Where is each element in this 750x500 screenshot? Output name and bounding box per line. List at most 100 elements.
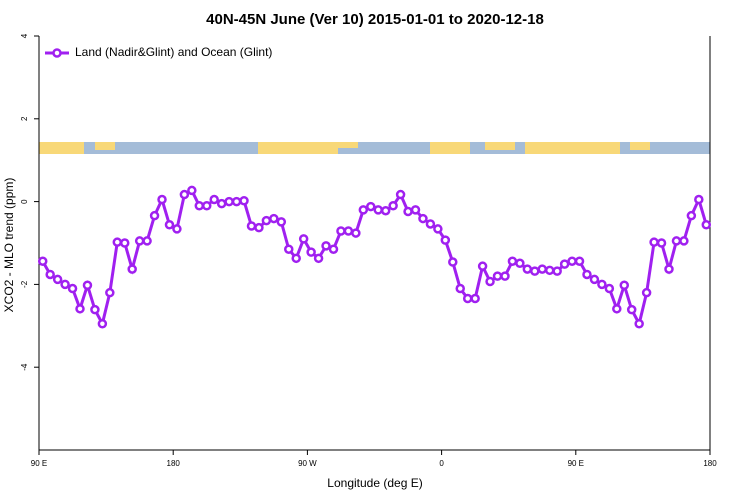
point xyxy=(462,293,473,304)
chart-title: 40N-45N June (Ver 10) 2015-01-01 to 2020… xyxy=(206,11,544,28)
point xyxy=(448,257,458,267)
point xyxy=(403,206,413,217)
point xyxy=(664,264,674,274)
point xyxy=(597,279,607,290)
point xyxy=(455,283,465,294)
point xyxy=(351,228,361,238)
point xyxy=(209,194,219,205)
point xyxy=(634,318,644,329)
point xyxy=(276,217,287,227)
point xyxy=(395,189,406,200)
y-tick-label: 0 xyxy=(20,199,29,204)
point xyxy=(127,264,137,274)
point xyxy=(388,200,398,211)
point xyxy=(119,238,130,248)
point xyxy=(500,271,510,281)
point xyxy=(492,271,503,281)
point xyxy=(261,215,272,226)
point xyxy=(172,224,182,234)
point xyxy=(649,237,659,247)
point xyxy=(187,185,197,196)
point xyxy=(686,210,697,221)
x-axis-label: Longitude (deg E) xyxy=(327,476,422,490)
y-tick-label: -2 xyxy=(20,280,29,288)
point xyxy=(179,189,190,200)
point xyxy=(157,194,167,205)
point xyxy=(105,287,115,298)
point xyxy=(418,213,428,224)
point xyxy=(90,304,100,315)
point xyxy=(656,238,667,248)
point xyxy=(433,224,443,234)
point xyxy=(470,293,480,304)
point xyxy=(284,244,294,254)
point xyxy=(291,253,301,264)
point xyxy=(97,318,108,329)
point xyxy=(306,247,316,257)
point xyxy=(559,259,570,269)
point xyxy=(574,256,585,266)
point xyxy=(45,269,55,280)
point xyxy=(425,219,436,229)
point xyxy=(373,205,383,215)
point xyxy=(477,261,488,271)
point xyxy=(231,196,242,207)
point xyxy=(567,256,577,266)
point xyxy=(552,266,562,276)
land-ocean-strip xyxy=(39,142,710,154)
point xyxy=(134,236,145,246)
point xyxy=(671,236,682,246)
point xyxy=(679,236,689,246)
point xyxy=(380,205,391,216)
point xyxy=(239,196,249,206)
point xyxy=(75,304,85,314)
x-tick-label: 180 xyxy=(167,459,181,468)
point xyxy=(246,221,257,231)
point xyxy=(701,220,712,230)
point xyxy=(515,258,525,269)
point xyxy=(612,304,622,314)
y-tick-label: 2 xyxy=(20,116,29,121)
point xyxy=(149,210,160,221)
y-tick-label: 4 xyxy=(20,33,29,38)
x-tick-label: 90 W xyxy=(298,459,317,468)
point xyxy=(619,280,630,290)
point xyxy=(269,213,279,224)
point xyxy=(641,287,652,298)
point xyxy=(604,283,615,294)
point xyxy=(589,274,600,285)
point xyxy=(537,264,547,274)
point xyxy=(82,280,93,290)
legend-marker xyxy=(52,48,62,58)
point xyxy=(410,205,421,215)
x-tick-label: 180 xyxy=(703,459,717,468)
point xyxy=(530,266,540,276)
point xyxy=(366,201,376,212)
y-tick-label: -4 xyxy=(20,363,29,371)
point xyxy=(194,200,205,211)
point xyxy=(224,196,234,207)
point xyxy=(321,241,331,251)
point xyxy=(142,236,152,246)
point xyxy=(626,304,637,315)
point xyxy=(507,256,518,266)
point xyxy=(202,200,212,211)
point xyxy=(440,235,451,245)
point xyxy=(216,198,227,209)
point xyxy=(60,279,70,290)
point xyxy=(313,253,324,264)
point xyxy=(37,256,48,266)
point xyxy=(485,276,495,287)
point xyxy=(164,220,175,230)
x-tick-label: 0 xyxy=(439,459,444,468)
point xyxy=(522,264,533,274)
point xyxy=(328,244,339,254)
point xyxy=(544,265,555,276)
x-tick-label: 90 E xyxy=(31,459,47,468)
point xyxy=(298,234,309,244)
legend-label: Land (Nadir&Glint) and Ocean (Glint) xyxy=(75,45,272,59)
y-axis-label: XCO2 - MLO trend (ppm) xyxy=(2,178,16,313)
point xyxy=(358,205,369,215)
point xyxy=(582,269,592,280)
